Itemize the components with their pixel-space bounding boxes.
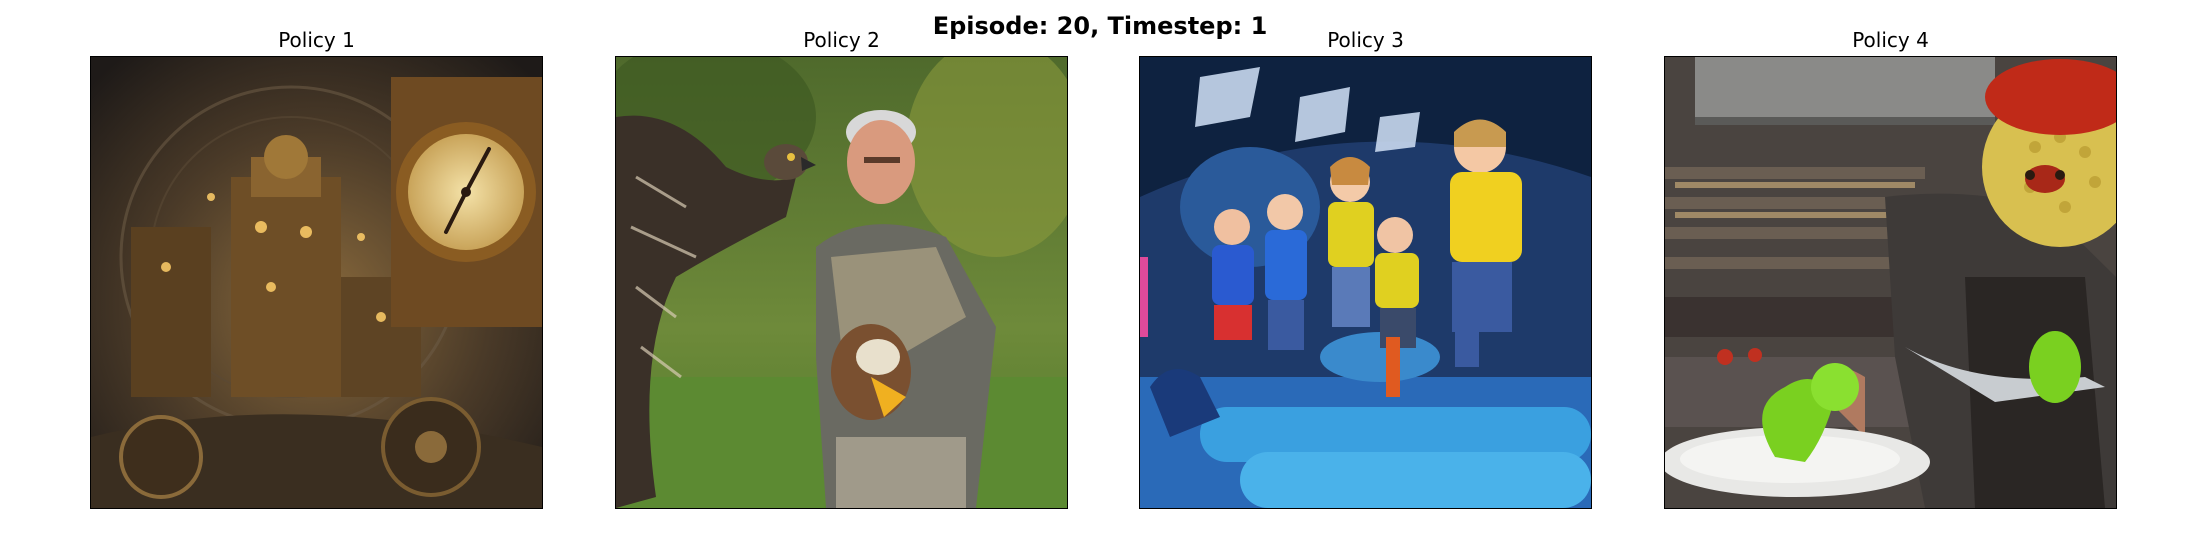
- figure-title: Episode: 20, Timestep: 1: [932, 12, 1268, 40]
- man-with-hawks-image: [616, 57, 1067, 508]
- panel-image-policy-1: [90, 56, 543, 509]
- panel-image-policy-3: [1139, 56, 1592, 509]
- panel-title-policy-4: Policy 4: [1852, 28, 1929, 52]
- children-jumping-playground-image: [1140, 57, 1591, 508]
- steampunk-clockwork-city-image: [91, 57, 542, 508]
- monster-chef-kitchen-image: [1665, 57, 2116, 508]
- panel-title-policy-1: Policy 1: [278, 28, 355, 52]
- panel-title-policy-2: Policy 2: [803, 28, 880, 52]
- panel-image-policy-4: [1664, 56, 2117, 509]
- panel-title-policy-3: Policy 3: [1327, 28, 1404, 52]
- panel-image-policy-2: [615, 56, 1068, 509]
